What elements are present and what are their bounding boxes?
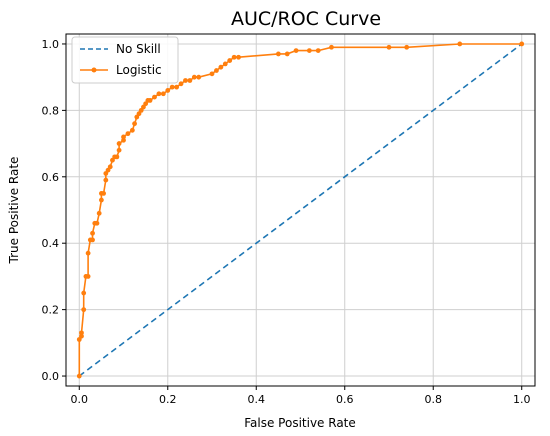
x-ticks: 0.0 0.2 0.4 0.6 0.8 1.0	[71, 386, 531, 406]
data-point-logistic	[132, 121, 137, 127]
y-tick-label: 0.0	[42, 370, 60, 383]
x-tick-label: 1.0	[513, 393, 531, 406]
x-tick-label: 0.2	[159, 393, 177, 406]
data-point-logistic	[147, 98, 153, 103]
data-point-logistic	[94, 220, 100, 226]
x-tick-label: 0.6	[336, 393, 354, 406]
data-point-logistic	[152, 94, 157, 100]
data-point-logistic	[231, 54, 237, 60]
legend-marker-logistic	[91, 67, 97, 73]
data-point-logistic	[90, 230, 95, 236]
data-point-logistic	[114, 154, 120, 160]
data-point-logistic	[85, 274, 91, 279]
legend: No Skill Logistic	[71, 36, 179, 84]
data-point-logistic	[236, 54, 241, 60]
data-point-logistic	[284, 51, 290, 57]
data-point-logistic	[386, 44, 392, 50]
data-point-logistic	[156, 91, 162, 97]
data-point-logistic	[306, 48, 312, 54]
data-point-logistic	[293, 48, 299, 54]
legend-label-no-skill: No Skill	[116, 42, 161, 56]
data-point-logistic	[315, 48, 321, 54]
data-point-logistic	[218, 64, 224, 70]
data-point-logistic	[85, 250, 91, 256]
data-point-logistic	[90, 237, 95, 243]
y-tick-label: 0.6	[42, 171, 60, 184]
data-point-logistic	[222, 61, 228, 67]
data-point-logistic	[196, 74, 202, 80]
data-point-logistic	[116, 141, 122, 146]
data-point-logistic	[107, 164, 113, 170]
data-point-logistic	[81, 307, 87, 313]
data-point-logistic	[174, 84, 180, 90]
data-point-logistic	[121, 137, 126, 143]
x-tick-label: 0.8	[424, 393, 442, 406]
y-tick-label: 0.8	[42, 104, 60, 117]
data-point-logistic	[76, 373, 82, 379]
data-point-logistic	[169, 84, 175, 90]
x-tick-label: 0.4	[248, 393, 266, 406]
y-tick-label: 0.4	[42, 237, 60, 250]
chart-title: AUC/ROC Curve	[231, 8, 381, 30]
data-point-logistic	[116, 147, 122, 153]
data-point-logistic	[183, 78, 188, 83]
data-point-logistic	[214, 68, 219, 73]
data-point-logistic	[79, 330, 84, 336]
data-point-logistic	[98, 197, 104, 203]
data-point-logistic	[209, 71, 215, 77]
y-tick-label: 0.2	[42, 304, 60, 317]
series-layer	[76, 41, 525, 379]
data-point-logistic	[160, 91, 166, 97]
data-point-logistic	[404, 44, 410, 50]
data-point-logistic	[178, 81, 184, 87]
data-point-logistic	[275, 51, 281, 57]
data-point-logistic	[121, 134, 126, 140]
series-line-no-skill	[78, 43, 523, 377]
data-point-logistic	[101, 190, 107, 196]
y-tick-label: 1.0	[42, 38, 60, 51]
legend-label-logistic: Logistic	[116, 63, 162, 77]
data-point-logistic	[227, 58, 233, 63]
data-point-logistic	[129, 127, 135, 133]
data-point-logistic	[125, 131, 131, 137]
data-point-logistic	[519, 41, 525, 47]
plot-frame	[65, 33, 536, 387]
data-point-logistic	[187, 78, 193, 83]
y-ticks: 0.0 0.2 0.4 0.6 0.8 1.0	[42, 38, 66, 383]
data-point-logistic	[191, 74, 197, 80]
x-tick-label: 0.0	[71, 393, 89, 406]
data-point-logistic	[165, 88, 171, 93]
data-point-logistic	[81, 290, 87, 296]
data-point-logistic	[79, 333, 84, 339]
y-axis-label: True Positive Rate	[7, 157, 21, 265]
data-point-logistic	[329, 44, 334, 50]
data-point-logistic	[103, 177, 109, 183]
data-point-logistic	[96, 210, 102, 216]
x-axis-label: False Positive Rate	[244, 416, 356, 430]
data-point-logistic	[457, 41, 463, 47]
